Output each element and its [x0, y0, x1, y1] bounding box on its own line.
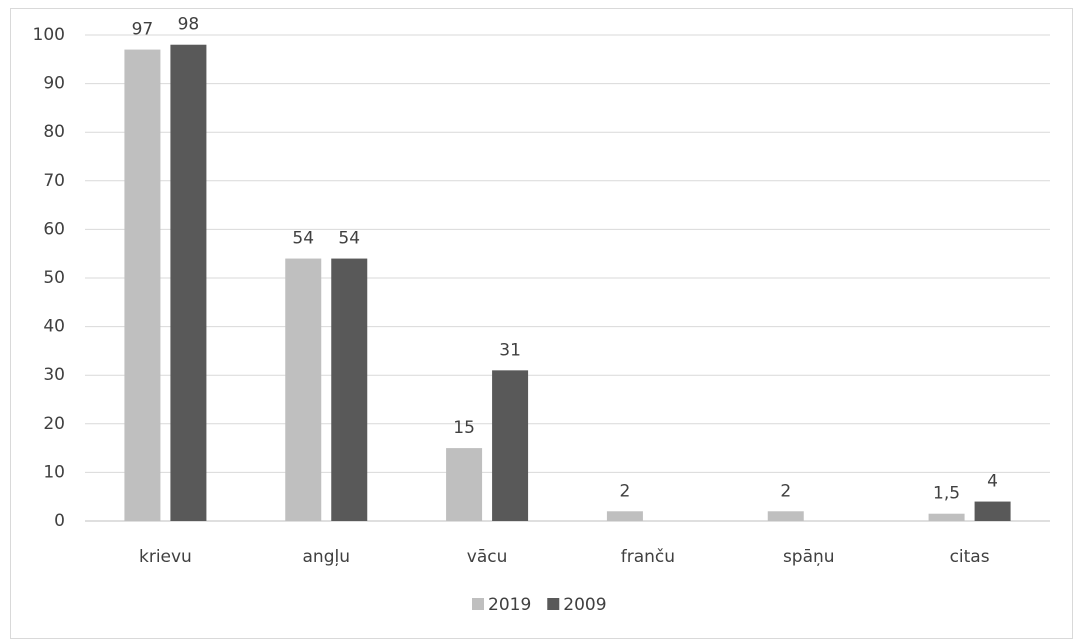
- data-label: 31: [499, 340, 521, 360]
- data-label: 4: [987, 472, 998, 492]
- x-tick-label: franču: [621, 547, 675, 567]
- data-label: 2: [620, 481, 631, 501]
- bar: [974, 501, 1011, 521]
- bar: [928, 513, 965, 521]
- data-label: 54: [338, 229, 360, 249]
- x-tick-label: vācu: [467, 547, 508, 567]
- legend-label: 2019: [488, 595, 531, 615]
- legend-swatch: [547, 598, 560, 610]
- y-tick-label: 100: [33, 25, 65, 45]
- legend-swatch: [472, 598, 484, 610]
- bar: [492, 370, 529, 521]
- data-label: 1,5: [933, 484, 960, 504]
- bar: [606, 511, 643, 521]
- y-tick-label: 70: [43, 171, 65, 191]
- y-tick-label: 50: [43, 268, 65, 288]
- bar: [124, 49, 161, 521]
- data-label: 97: [132, 20, 154, 40]
- legend-label: 2009: [563, 595, 606, 615]
- x-tick-label: citas: [950, 547, 990, 567]
- bar: [170, 44, 207, 521]
- x-tick-label: spāņu: [783, 547, 835, 567]
- y-tick-label: 30: [43, 365, 65, 385]
- data-label: 2: [780, 481, 791, 501]
- y-tick-label: 90: [43, 74, 65, 94]
- y-tick-label: 10: [43, 462, 65, 482]
- data-label: 54: [292, 229, 314, 249]
- y-tick-label: 40: [43, 317, 65, 337]
- y-tick-label: 0: [54, 511, 65, 531]
- y-tick-label: 20: [43, 414, 65, 434]
- bar: [331, 258, 368, 521]
- x-tick-label: angļu: [303, 547, 350, 567]
- data-label: 98: [178, 15, 200, 35]
- bar: [767, 511, 804, 521]
- y-tick-label: 60: [43, 219, 65, 239]
- data-label: 15: [453, 418, 475, 438]
- x-tick-label: krievu: [139, 547, 192, 567]
- chart-border: [10, 8, 1073, 639]
- bar: [446, 448, 483, 521]
- bar: [285, 258, 322, 521]
- y-tick-label: 80: [43, 122, 65, 142]
